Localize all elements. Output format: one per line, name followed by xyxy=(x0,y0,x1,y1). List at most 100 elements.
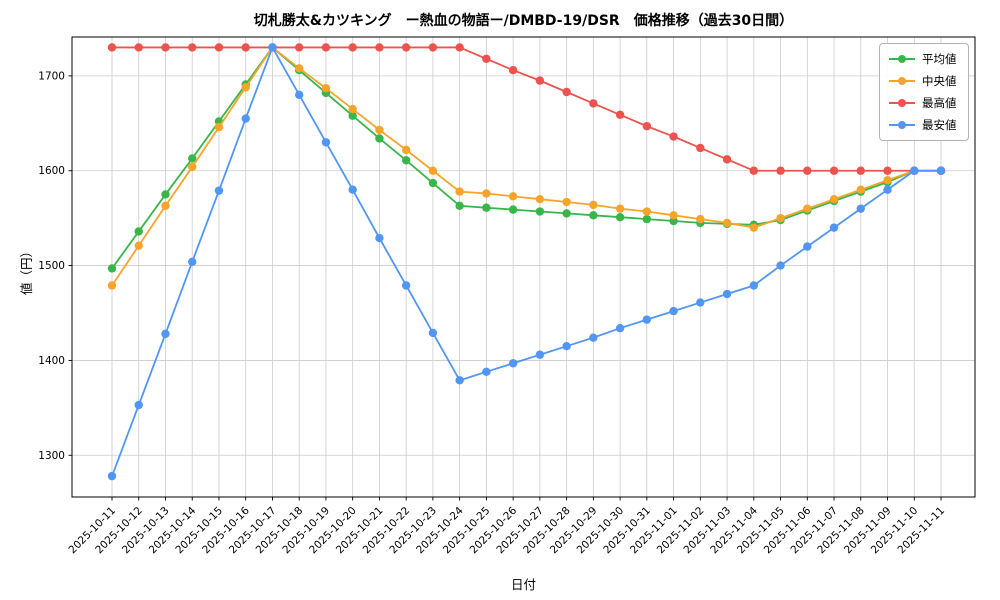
grid xyxy=(72,37,975,497)
data-point-median xyxy=(161,201,170,211)
data-point-median xyxy=(375,125,384,135)
data-point-lowest xyxy=(936,166,946,175)
data-point-median xyxy=(642,207,652,216)
data-point-highest xyxy=(455,43,464,52)
data-point-median xyxy=(776,213,785,223)
legend-label-average: 平均値 xyxy=(922,52,957,66)
series-line-lowest xyxy=(111,46,942,478)
data-point-lowest xyxy=(883,185,892,194)
data-point-highest xyxy=(401,43,411,52)
data-point-average xyxy=(188,154,197,163)
data-point-average xyxy=(401,156,411,165)
x-axis: 2025-10-112025-10-122025-10-132025-10-14… xyxy=(66,497,947,556)
series-highest xyxy=(107,43,946,175)
data-point-median xyxy=(294,64,304,73)
y-tick-label: 1700 xyxy=(38,70,65,82)
data-point-lowest xyxy=(348,185,357,194)
data-point-median xyxy=(321,84,331,93)
data-point-median xyxy=(696,214,705,224)
data-point-lowest xyxy=(321,138,331,147)
data-point-lowest xyxy=(615,323,625,333)
data-point-highest xyxy=(722,155,732,164)
data-point-median xyxy=(455,187,464,196)
data-point-highest xyxy=(803,166,812,175)
data-point-lowest xyxy=(749,281,759,290)
data-point-lowest xyxy=(910,166,919,175)
data-point-median xyxy=(482,189,491,198)
chart-title: 切札勝太&カツキング ー熱血の物語ー/DMBD-19/DSR 価格推移（過去30… xyxy=(253,13,794,29)
data-point-highest xyxy=(829,166,839,175)
data-point-highest xyxy=(856,166,865,175)
data-point-highest xyxy=(883,166,892,175)
data-point-highest xyxy=(589,99,598,108)
y-tick-label: 1400 xyxy=(38,355,65,367)
data-point-median xyxy=(722,218,732,228)
y-tick-label: 1300 xyxy=(38,450,65,462)
legend: 平均値中央値最高値最安値 xyxy=(879,43,969,141)
data-point-highest xyxy=(428,43,438,52)
data-point-highest xyxy=(669,132,678,141)
data-point-lowest xyxy=(401,281,411,290)
legend-marker-median-icon xyxy=(889,76,915,86)
data-point-average xyxy=(589,211,598,220)
data-point-median xyxy=(508,192,518,201)
series-line-highest xyxy=(111,46,942,172)
data-point-lowest xyxy=(803,242,812,251)
series-line-average xyxy=(111,46,942,270)
data-point-average xyxy=(482,203,491,212)
data-point-lowest xyxy=(669,306,678,316)
data-point-highest xyxy=(134,43,143,52)
legend-label-lowest: 最安値 xyxy=(922,118,957,132)
data-point-lowest xyxy=(722,289,732,299)
legend-item-average: 平均値 xyxy=(889,51,957,67)
data-point-highest xyxy=(321,43,331,52)
y-axis: 1300 1400 1500 1600 1700 xyxy=(38,70,72,462)
legend-item-highest: 最高値 xyxy=(889,95,957,111)
data-point-median xyxy=(856,185,865,194)
data-point-median xyxy=(749,223,759,232)
data-point-highest xyxy=(642,121,652,131)
data-point-median xyxy=(803,204,812,213)
plot-border xyxy=(71,36,976,498)
data-point-lowest xyxy=(535,350,545,359)
data-point-median xyxy=(883,176,892,185)
data-point-highest xyxy=(375,43,384,52)
data-point-lowest xyxy=(508,359,518,368)
data-point-average xyxy=(161,190,170,199)
data-point-highest xyxy=(241,43,250,52)
legend-item-lowest: 最安値 xyxy=(889,117,957,133)
data-point-highest xyxy=(749,166,759,175)
legend-marker-average-icon xyxy=(889,54,915,64)
data-point-average xyxy=(562,209,571,218)
data-point-highest xyxy=(348,43,357,52)
data-point-lowest xyxy=(856,204,865,213)
data-point-median xyxy=(829,194,839,204)
data-point-average xyxy=(134,227,143,236)
data-point-lowest xyxy=(268,43,277,52)
data-point-lowest xyxy=(161,329,170,339)
data-point-lowest xyxy=(562,341,571,351)
data-point-average xyxy=(642,214,652,224)
data-point-median xyxy=(241,83,250,92)
data-point-lowest xyxy=(482,367,491,377)
series-lowest xyxy=(107,43,946,481)
data-point-highest xyxy=(294,43,304,52)
series-line-median xyxy=(111,46,942,287)
data-point-highest xyxy=(508,65,518,75)
data-point-average xyxy=(375,134,384,143)
legend-marker-lowest-icon xyxy=(889,120,915,130)
legend-label-median: 中央値 xyxy=(922,74,957,88)
legend-marker-highest-icon xyxy=(889,98,915,108)
data-point-average xyxy=(508,205,518,214)
data-point-median xyxy=(589,200,598,210)
data-point-average xyxy=(615,213,625,222)
data-point-lowest xyxy=(375,233,384,243)
data-point-lowest xyxy=(696,298,705,307)
data-point-median xyxy=(669,211,678,220)
data-point-average xyxy=(107,264,117,273)
data-point-lowest xyxy=(107,471,117,481)
data-point-median xyxy=(107,281,117,290)
y-tick-label: 1600 xyxy=(38,165,65,177)
